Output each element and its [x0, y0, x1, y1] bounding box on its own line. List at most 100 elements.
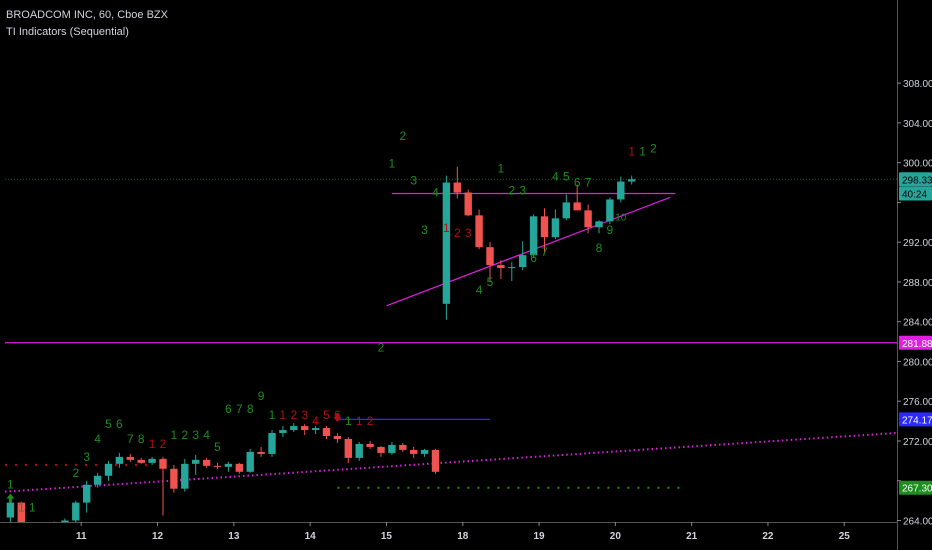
- candle-body: [606, 199, 614, 222]
- up-arrow-icon: [6, 493, 15, 503]
- candle-body: [431, 449, 440, 472]
- candle-body: [333, 436, 342, 439]
- candle-body: [573, 202, 581, 211]
- time-tick-label: 11: [76, 531, 87, 542]
- candle-body: [344, 438, 352, 458]
- candle-body: [6, 502, 15, 518]
- sequential-count-label: 4: [203, 428, 210, 442]
- candle-body: [420, 449, 429, 454]
- candle-body: [72, 502, 80, 521]
- sequential-count-label: 2: [290, 408, 297, 422]
- price-tick-label: 300.00: [903, 159, 932, 170]
- candle-body: [377, 446, 385, 453]
- candle-body: [257, 451, 265, 454]
- candle-body: [148, 458, 156, 463]
- sequential-count-label: 1: [498, 162, 505, 176]
- candle-body: [508, 267, 516, 269]
- time-tick-label: 13: [228, 531, 240, 542]
- candle-body: [235, 463, 243, 472]
- sequential-count-label: 10: [615, 212, 627, 223]
- sequential-count-label: 2: [72, 466, 79, 480]
- candle-body: [83, 484, 91, 503]
- sequential-count-label: 1: [280, 408, 287, 422]
- triangle-bottom-line: [386, 196, 671, 307]
- candle-body: [442, 182, 451, 304]
- candle-body: [115, 456, 124, 464]
- candle-body: [551, 218, 560, 238]
- sequential-count-label: 4: [432, 185, 439, 199]
- candle-body: [562, 202, 570, 219]
- candle-body: [617, 181, 625, 200]
- candle-body: [311, 428, 320, 431]
- sequential-count-label: 6: [334, 408, 341, 422]
- candle-body: [61, 520, 69, 522]
- candle-body: [246, 451, 254, 472]
- sequential-count-label: 3: [519, 183, 526, 197]
- price-label-text: 298.33: [902, 175, 932, 186]
- candle-body: [213, 465, 222, 467]
- sequential-count-label: 1: [628, 145, 635, 159]
- sequential-count-label: 5: [563, 170, 570, 184]
- sequential-count-label: 1: [149, 437, 156, 451]
- symbol-title: BROADCOM INC, 60, Cboe BZX: [6, 9, 168, 21]
- down-arrow-icon: [333, 413, 342, 423]
- price-label-badge: [899, 172, 932, 187]
- candle-body: [192, 459, 200, 464]
- sequential-count-label: 5: [487, 275, 494, 289]
- price-label-text: 281.88: [902, 339, 932, 350]
- sequential-count-label: 5: [323, 408, 330, 422]
- price-tick-label: 288.00: [903, 278, 932, 289]
- time-tick-label: 12: [152, 531, 164, 542]
- sequential-count-label: 1: [7, 478, 14, 492]
- candle-body: [181, 463, 189, 489]
- candle-body: [540, 216, 549, 238]
- sequential-count-label: 6: [574, 176, 581, 190]
- price-tick-label: 292.00: [903, 238, 932, 249]
- sequential-count-label: 8: [596, 241, 603, 255]
- price-tick-label: 308.00: [903, 79, 932, 90]
- time-tick-label: 22: [762, 531, 774, 542]
- candle-body: [170, 468, 178, 489]
- candle-body: [126, 456, 134, 460]
- sequential-count-label: 2: [454, 226, 461, 240]
- candle-body: [464, 192, 472, 216]
- sequential-count-label: 2: [508, 183, 515, 197]
- sequential-count-label: 7: [236, 402, 243, 416]
- sequential-count-label: 3: [421, 223, 428, 237]
- sequential-count-label: 4: [476, 283, 483, 297]
- price-label-text: 274.17: [902, 415, 932, 426]
- sequential-count-label: 6: [116, 417, 123, 431]
- sequential-count-label: 2: [378, 341, 385, 355]
- candle-body: [628, 179, 636, 182]
- sequential-count-label: 3: [83, 450, 90, 464]
- candle-body: [17, 502, 25, 522]
- sequential-count-label: 7: [541, 245, 548, 259]
- sequential-count-label: 7: [127, 432, 134, 446]
- time-tick-label: 15: [381, 531, 393, 542]
- indicator-title: TI Indicators (Sequential): [6, 26, 129, 38]
- sequential-count-label: 1: [639, 145, 646, 159]
- candle-body: [519, 255, 527, 268]
- sequential-count-label: 1: [356, 414, 363, 428]
- candle-body: [486, 247, 494, 266]
- sequential-count-label: 3: [192, 428, 199, 442]
- candle-body: [301, 426, 309, 431]
- candle-body: [202, 459, 211, 466]
- sequential-count-label: 2: [160, 437, 167, 451]
- sequential-count-label: 1: [29, 501, 36, 515]
- sequential-count-label: 8: [247, 402, 254, 416]
- sequential-count-label: 4: [552, 170, 559, 184]
- sequential-count-label: 8: [138, 432, 145, 446]
- sequential-count-label: 1: [389, 157, 396, 171]
- candle-body: [584, 210, 592, 228]
- sequential-count-label: 5: [105, 417, 112, 431]
- price-label-text: 40:24: [902, 189, 927, 200]
- sequential-count-label: 3: [465, 226, 472, 240]
- sequential-count-label: 1: [269, 408, 276, 422]
- price-label-text: 267.30: [902, 484, 932, 495]
- time-tick-label: 25: [839, 531, 851, 542]
- candle-body: [268, 433, 276, 454]
- price-label-badge: [899, 335, 932, 350]
